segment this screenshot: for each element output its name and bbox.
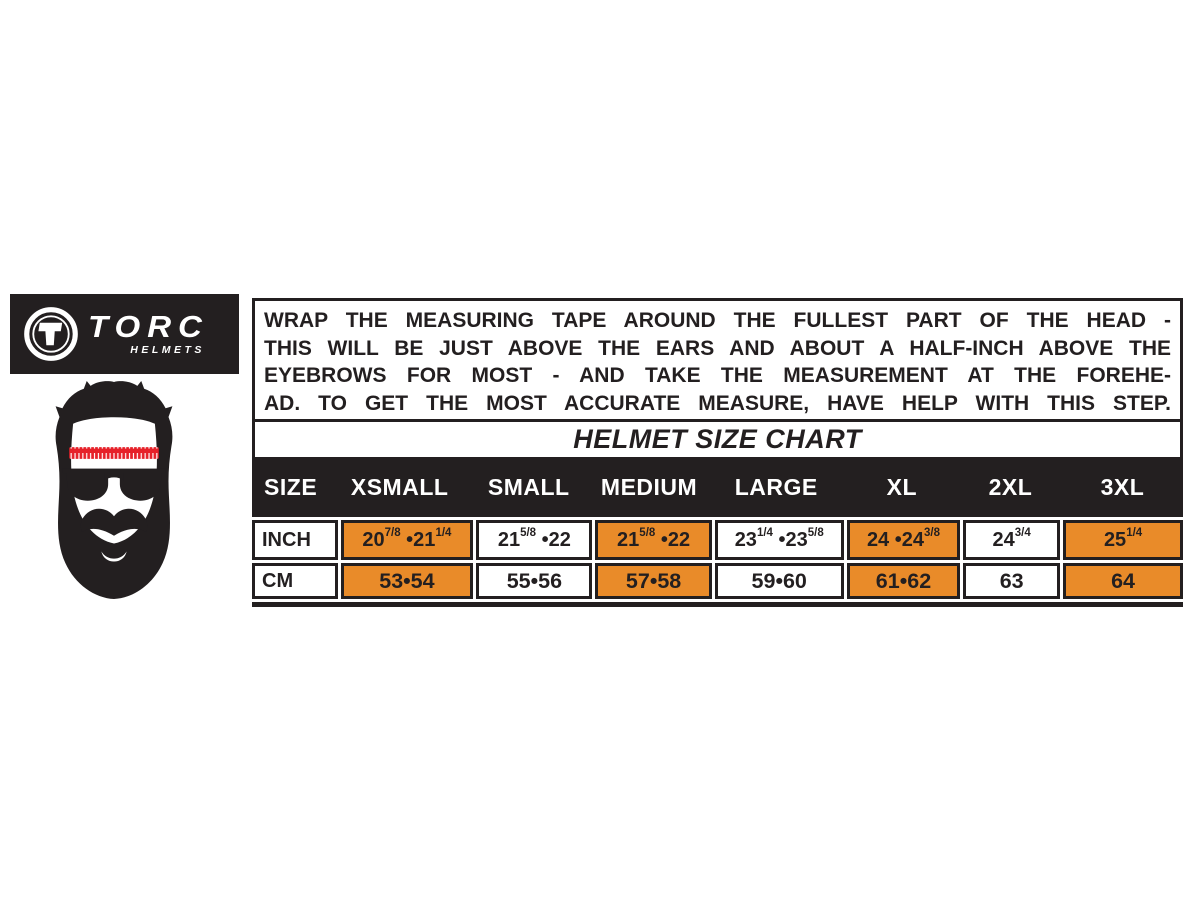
sunglasses xyxy=(62,468,166,501)
chart-title-bar: HELMET SIZE CHART xyxy=(252,422,1183,457)
size-column-header: SIZE xyxy=(252,457,330,517)
inch-value-text: 20 xyxy=(362,528,385,551)
cm-cell: 55•56 xyxy=(476,563,593,599)
inch-cell: 20 7/8 •21 1/4 xyxy=(340,520,474,560)
instruction-line: THIS WILL BE JUST ABOVE THE EARS AND ABO… xyxy=(264,336,1171,360)
inch-cell: 24 •24 3/8 xyxy=(846,520,961,560)
brand-subtitle: HELMETS xyxy=(130,344,205,356)
table-bottom-border xyxy=(252,602,1183,607)
torc-t-icon xyxy=(24,307,78,361)
instruction-line: WRAP THE MEASURING TAPE AROUND THE FULLE… xyxy=(264,309,1171,332)
inch-value-text: •23 xyxy=(772,528,808,551)
fraction-superscript: 5/8 xyxy=(807,527,824,539)
size-chart-panel: WRAP THE MEASURING TAPE AROUND THE FULLE… xyxy=(252,298,1184,607)
torc-logo: TORC HELMETS xyxy=(10,294,239,374)
fraction-superscript: 1/4 xyxy=(435,527,452,539)
column-header-medium: MEDIUM xyxy=(590,457,708,517)
cm-row-label: CM xyxy=(252,563,338,599)
fraction-superscript: 1/4 xyxy=(756,527,773,539)
instruction-line: AD. TO GET THE MOST ACCURATE MEASURE, HA… xyxy=(264,391,1171,415)
inch-cell: 23 1/4 •23 5/8 xyxy=(714,520,844,560)
chin-highlight xyxy=(101,551,127,562)
column-header-large: LARGE xyxy=(710,457,842,517)
cm-cell: 57•58 xyxy=(595,563,712,599)
column-header-3xl: 3XL xyxy=(1061,457,1184,517)
inch-value-text: 24 xyxy=(992,528,1015,551)
mustache xyxy=(80,508,148,536)
cm-cell: 64 xyxy=(1063,563,1183,599)
inch-row-label: INCH xyxy=(252,520,338,560)
chart-title: HELMET SIZE CHART xyxy=(573,424,862,454)
cm-cell: 53•54 xyxy=(340,563,474,599)
fraction-superscript: 7/8 xyxy=(384,527,401,539)
inch-value-text: 21 xyxy=(617,528,640,551)
column-header-2xl: 2XL xyxy=(962,457,1059,517)
cm-cell: 63 xyxy=(963,563,1061,599)
inch-value-text: 23 xyxy=(734,528,757,551)
inch-cell: 24 3/4 xyxy=(963,520,1061,560)
inch-value-text: 21 xyxy=(497,528,521,551)
column-header-xsmall: XSMALL xyxy=(332,457,468,517)
inch-value-text: 25 xyxy=(1103,528,1127,551)
bearded-man-illustration xyxy=(55,380,173,600)
fraction-superscript: 3/8 xyxy=(924,527,940,539)
inch-value-text: •22 xyxy=(655,528,691,551)
cm-cell: 61•62 xyxy=(846,563,961,599)
column-header-xl: XL xyxy=(844,457,960,517)
brand-name: TORC xyxy=(88,309,209,344)
inch-row: INCH 20 7/8 •21 1/4 21 5/8 •22 21 5/8 •22 23 1/4 … xyxy=(252,520,1183,560)
instruction-line: EYEBROWS FOR MOST - AND TAKE THE MEASURE… xyxy=(264,364,1171,387)
fraction-superscript: 5/8 xyxy=(639,527,656,539)
inch-value-text: •22 xyxy=(536,528,571,551)
size-header-row: SIZE XSMALL SMALL MEDIUM LARGE XL 2XL 3XL xyxy=(252,457,1184,517)
cm-cell: 59•60 xyxy=(714,563,844,599)
fraction-superscript: 3/4 xyxy=(1014,527,1031,539)
fraction-superscript: 5/8 xyxy=(520,527,537,539)
inch-cell: 25 1/4 xyxy=(1063,520,1183,560)
measuring-instructions: WRAP THE MEASURING TAPE AROUND THE FULLE… xyxy=(252,298,1183,422)
inch-cell: 21 5/8 •22 xyxy=(595,520,712,560)
cm-row: CM 53•54 55•56 57•58 59•60 61•62 63 64 xyxy=(252,563,1183,599)
inch-value-text: •21 xyxy=(400,528,436,551)
measuring-tape xyxy=(69,447,159,459)
inch-cell: 21 5/8 •22 xyxy=(476,520,593,560)
inch-value-text: 24 •24 xyxy=(866,528,924,551)
column-header-small: SMALL xyxy=(470,457,588,517)
fraction-superscript: 1/4 xyxy=(1126,527,1143,539)
